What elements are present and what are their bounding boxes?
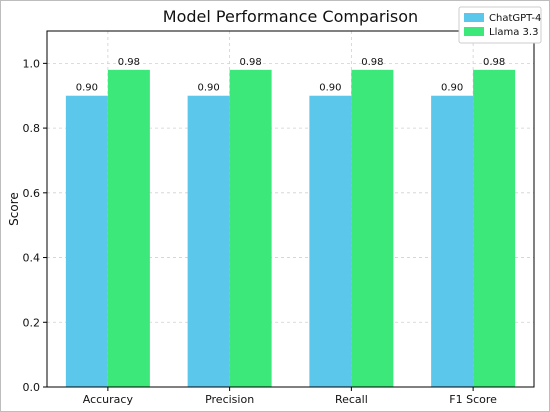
chart-title: Model Performance Comparison (163, 7, 418, 26)
x-tick-label-recall: Recall (335, 393, 368, 406)
data-label-chatgpt-4-precision: 0.90 (197, 83, 219, 94)
axes: 0.0 0.2 0.4 0.6 0.8 1.0 Accuracy Precision Recal… (23, 30, 535, 406)
bar-llama-3-3-accuracy (107, 69, 150, 387)
x-tick-label-f1-score: F1 Score (449, 393, 497, 406)
data-label-llama-3-3-recall: 0.98 (361, 57, 383, 68)
x-tick-label-precision: Precision (205, 393, 254, 406)
legend-label-llama-3-3: Llama 3.3 (489, 27, 538, 38)
data-label-llama-3-3-precision: 0.98 (239, 57, 261, 68)
data-label-llama-3-3-accuracy: 0.98 (118, 57, 140, 68)
bar-llama-3-3-f1-score (473, 69, 516, 387)
data-labels: 0.90 0.98 0.90 0.98 0.90 0.98 0.90 0.98 (76, 57, 506, 94)
legend-swatch-llama-3-3 (464, 27, 484, 36)
legend-swatch-chatgpt-4 (464, 13, 484, 22)
bar-llama-3-3-recall (351, 69, 394, 387)
y-axis-label: Score (7, 192, 21, 226)
bar-llama-3-3-precision (229, 69, 272, 387)
bar-chatgpt-4-accuracy (65, 95, 108, 388)
data-label-llama-3-3-f1-score: 0.98 (483, 57, 505, 68)
y-tick-label: 0.0 (23, 381, 41, 394)
y-tick-label: 0.4 (23, 252, 41, 265)
data-label-chatgpt-4-recall: 0.90 (319, 83, 341, 94)
y-tick-label: 0.8 (23, 122, 41, 135)
legend: ChatGPT-4 Llama 3.3 (458, 6, 542, 44)
bar-chatgpt-4-precision (187, 95, 230, 388)
y-tick-label: 0.6 (23, 187, 41, 200)
y-tick-label: 1.0 (23, 57, 41, 70)
plot-frame (46, 30, 535, 388)
data-label-chatgpt-4-accuracy: 0.90 (76, 83, 98, 94)
bars (65, 69, 516, 388)
x-tick-label-accuracy: Accuracy (83, 393, 134, 406)
bar-chatgpt-4-f1-score (431, 95, 474, 388)
data-label-chatgpt-4-f1-score: 0.90 (441, 83, 463, 94)
bar-chatgpt-4-recall (309, 95, 352, 388)
y-tick-label: 0.2 (23, 316, 41, 329)
legend-label-chatgpt-4: ChatGPT-4 (489, 13, 541, 24)
